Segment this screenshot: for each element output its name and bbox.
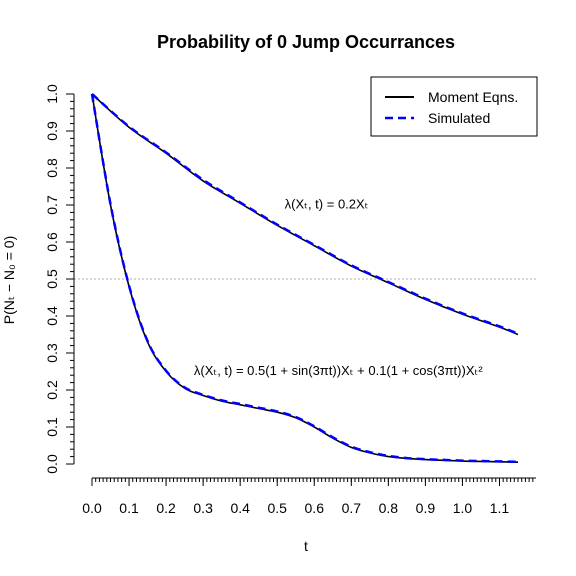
y-axis-label: P(Nₜ − N₀ = 0) [1, 236, 17, 325]
y-tick-label: 0.5 [44, 269, 60, 289]
x-tick-label: 0.3 [193, 500, 213, 516]
chart-title: Probability of 0 Jump Occurrances [157, 32, 455, 52]
x-tick-label: 0.0 [82, 500, 102, 516]
y-tick-label: 0.8 [44, 158, 60, 178]
annotation-1: λ(Xₜ, t) = 0.2Xₜ [285, 197, 369, 212]
x-axis: 0.0 0.1 0.2 0.3 0.4 0.5 0.6 0.7 0.8 0.9 1.0 1.1 [82, 477, 536, 516]
x-tick-label: 1.1 [490, 500, 510, 516]
legend-label-moment: Moment Eqns. [428, 89, 518, 105]
y-tick-label: 1.0 [44, 84, 60, 104]
x-tick-label: 0.7 [342, 500, 362, 516]
y-tick-label: 0.3 [44, 343, 60, 363]
series-layer [90, 93, 519, 464]
y-tick-label: 0.1 [44, 417, 60, 437]
y-tick-label: 0.7 [44, 195, 60, 215]
x-axis-label: t [304, 538, 308, 554]
series-simulated-curve-1 [91, 93, 519, 335]
x-tick-label: 0.4 [230, 500, 250, 516]
legend-box [370, 76, 538, 137]
y-tick-label: 0.9 [44, 121, 60, 141]
y-axis: 0.0 0.1 0.2 0.3 0.4 0.5 0.6 0.7 0.8 0.9 1.0 [44, 84, 75, 474]
annotations: λ(Xₜ, t) = 0.2Xₜ λ(Xₜ, t) = 0.5(1 + sin(3… [194, 197, 483, 379]
y-tick-label: 0.2 [44, 380, 60, 400]
legend-label-simulated: Simulated [428, 110, 490, 126]
x-tick-label: 0.6 [305, 500, 325, 516]
y-tick-label: 0.0 [44, 454, 60, 474]
x-tick-label: 0.8 [379, 500, 399, 516]
x-tick-label: 1.0 [453, 500, 473, 516]
y-tick-label: 0.4 [44, 306, 60, 326]
x-tick-label: 0.1 [119, 500, 139, 516]
x-tick-label: 0.5 [267, 500, 287, 516]
y-tick-label: 0.6 [44, 232, 60, 252]
x-tick-label: 0.2 [156, 500, 176, 516]
x-tick-label: 0.9 [416, 500, 436, 516]
legend: Moment Eqns. Simulated [370, 76, 538, 137]
series-simulated-curve-2 [90, 93, 519, 464]
series-moment-curve-2 [91, 93, 519, 463]
annotation-2: λ(Xₜ, t) = 0.5(1 + sin(3πt))Xₜ + 0.1(1 +… [194, 363, 483, 378]
